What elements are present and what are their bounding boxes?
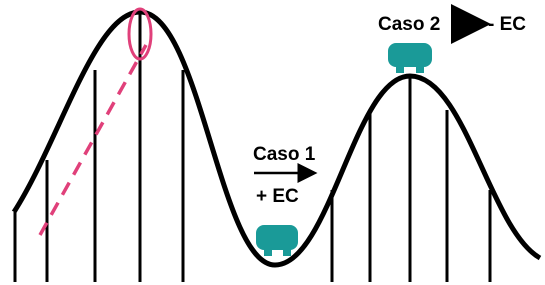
case2-energy: - EC [488,14,526,35]
roller-coaster-diagram: Caso 1 + EC Caso 2 - EC [0,0,545,285]
case1-energy: + EC [256,186,299,207]
case2-label: Caso 2 [378,14,440,35]
case1-label: Caso 1 [253,144,316,165]
cart-top [388,43,432,73]
dashed-line [40,45,146,235]
cart-valley [256,225,298,256]
